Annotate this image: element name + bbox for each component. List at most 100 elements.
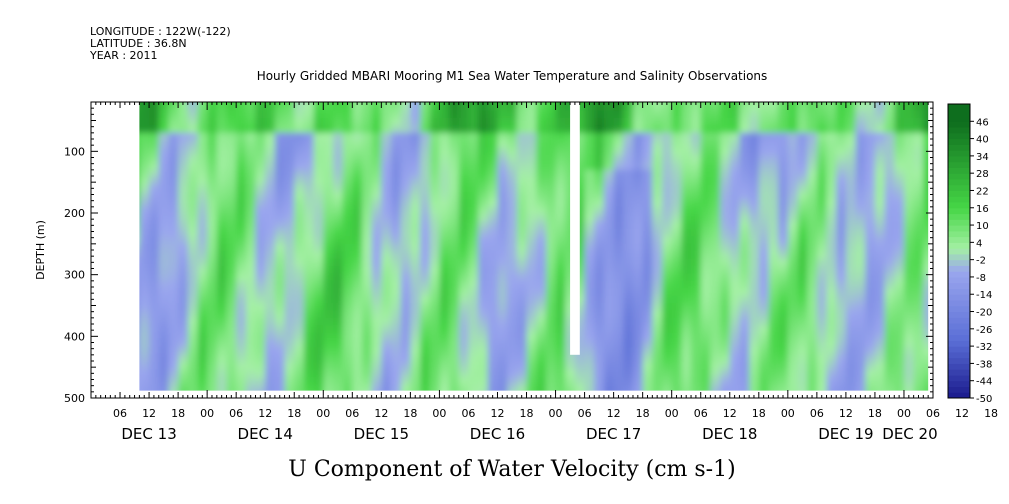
heatmap-cell — [236, 103, 247, 112]
heatmap-cell — [352, 125, 363, 134]
heatmap-cell — [603, 147, 615, 156]
heatmap-cell — [884, 295, 895, 304]
y-tick-label: 400 — [64, 330, 85, 343]
heatmap-cell — [478, 118, 489, 126]
heatmap-cell — [845, 354, 857, 363]
x-tick-label: 06 — [229, 407, 243, 420]
heatmap-cell — [362, 177, 373, 186]
heatmap-cell — [836, 303, 847, 311]
heatmap-cell — [400, 132, 411, 141]
heatmap-cell — [691, 243, 702, 252]
heatmap-cell — [594, 118, 605, 126]
heatmap-cell — [933, 340, 943, 348]
heatmap-cell — [584, 354, 595, 363]
heatmap-cell — [507, 288, 518, 297]
heatmap-cell — [768, 325, 779, 334]
heatmap-cell — [778, 243, 789, 252]
heatmap-cell — [884, 199, 895, 208]
heatmap-cell — [207, 132, 218, 141]
heatmap-cell — [507, 295, 518, 304]
heatmap-cell — [555, 118, 566, 126]
heatmap-cell — [662, 155, 673, 163]
heatmap-cell — [294, 377, 305, 385]
heatmap-cell — [904, 243, 915, 252]
heatmap-cell — [342, 147, 353, 156]
heatmap-cell — [594, 221, 605, 230]
heatmap-cell — [865, 110, 876, 119]
heatmap-cell — [778, 295, 789, 304]
heatmap-cell — [623, 258, 634, 267]
heatmap-cell — [797, 132, 808, 141]
heatmap-cell — [313, 325, 324, 334]
heatmap-cell — [845, 295, 857, 304]
heatmap-cell — [265, 384, 276, 391]
heatmap-cell — [797, 332, 808, 341]
heatmap-cell — [652, 199, 663, 208]
heatmap-cell — [371, 340, 382, 348]
heatmap-cell — [400, 325, 411, 334]
heatmap-cell — [149, 162, 160, 171]
heatmap-cell — [855, 310, 866, 319]
heatmap-cell — [274, 243, 286, 252]
heatmap-cell — [884, 118, 895, 126]
heatmap-cell — [265, 214, 276, 223]
heatmap-cell — [149, 236, 160, 245]
heatmap-cell — [139, 369, 140, 378]
heatmap-cell — [594, 214, 605, 223]
heatmap-cell — [284, 214, 295, 223]
heatmap-cell — [662, 132, 673, 141]
heatmap-cell — [149, 214, 160, 223]
heatmap-cell — [362, 214, 373, 223]
heatmap-cell — [603, 206, 615, 215]
heatmap-cell — [836, 325, 847, 334]
heatmap-cell — [778, 214, 789, 223]
heatmap-cell — [362, 303, 373, 311]
heatmap-cell — [226, 317, 237, 326]
heatmap-cell — [710, 162, 721, 171]
heatmap-cell — [633, 169, 644, 178]
heatmap-cell — [236, 295, 247, 304]
heatmap-cell — [749, 377, 760, 385]
heatmap-cell — [884, 251, 895, 260]
heatmap-cell — [507, 310, 518, 319]
heatmap-cell — [352, 310, 363, 319]
heatmap-cell — [313, 192, 324, 200]
heatmap-cell — [120, 288, 130, 296]
heatmap-cell — [400, 103, 411, 112]
heatmap-cell — [507, 384, 518, 391]
heatmap-cell — [700, 177, 711, 186]
heatmap-cell — [555, 340, 566, 348]
heatmap-cell — [342, 184, 353, 193]
heatmap-cell — [168, 214, 179, 223]
heatmap-cell — [400, 362, 411, 371]
heatmap-cell — [391, 266, 402, 274]
heatmap-cell — [749, 317, 760, 326]
heatmap-cell — [255, 147, 266, 156]
heatmap-cell — [178, 332, 189, 341]
heatmap-cell — [274, 132, 286, 141]
heatmap-cell — [187, 362, 199, 371]
heatmap-cell — [584, 177, 595, 186]
heatmap-cell — [594, 280, 605, 289]
heatmap-cell — [933, 118, 943, 126]
heatmap-cell — [681, 125, 692, 134]
heatmap-cell — [681, 369, 692, 378]
heatmap-cell — [342, 384, 353, 391]
heatmap-cell — [158, 288, 169, 297]
colorbar-swatch — [948, 317, 970, 324]
heatmap-cell — [787, 377, 799, 385]
heatmap-cell — [768, 132, 779, 141]
heatmap-cell — [352, 251, 363, 260]
x-tick-label: 12 — [607, 407, 621, 420]
heatmap-cell — [449, 155, 460, 163]
heatmap-cell — [197, 258, 208, 267]
heatmap-cell — [313, 340, 324, 348]
heatmap-cell — [420, 103, 431, 112]
heatmap-cell — [855, 229, 866, 237]
heatmap-cell — [333, 295, 344, 304]
heatmap-cell — [739, 236, 750, 245]
heatmap-cell — [420, 384, 431, 391]
heatmap-cell — [487, 325, 499, 334]
heatmap-cell — [139, 251, 140, 260]
heatmap-cell — [381, 384, 392, 391]
